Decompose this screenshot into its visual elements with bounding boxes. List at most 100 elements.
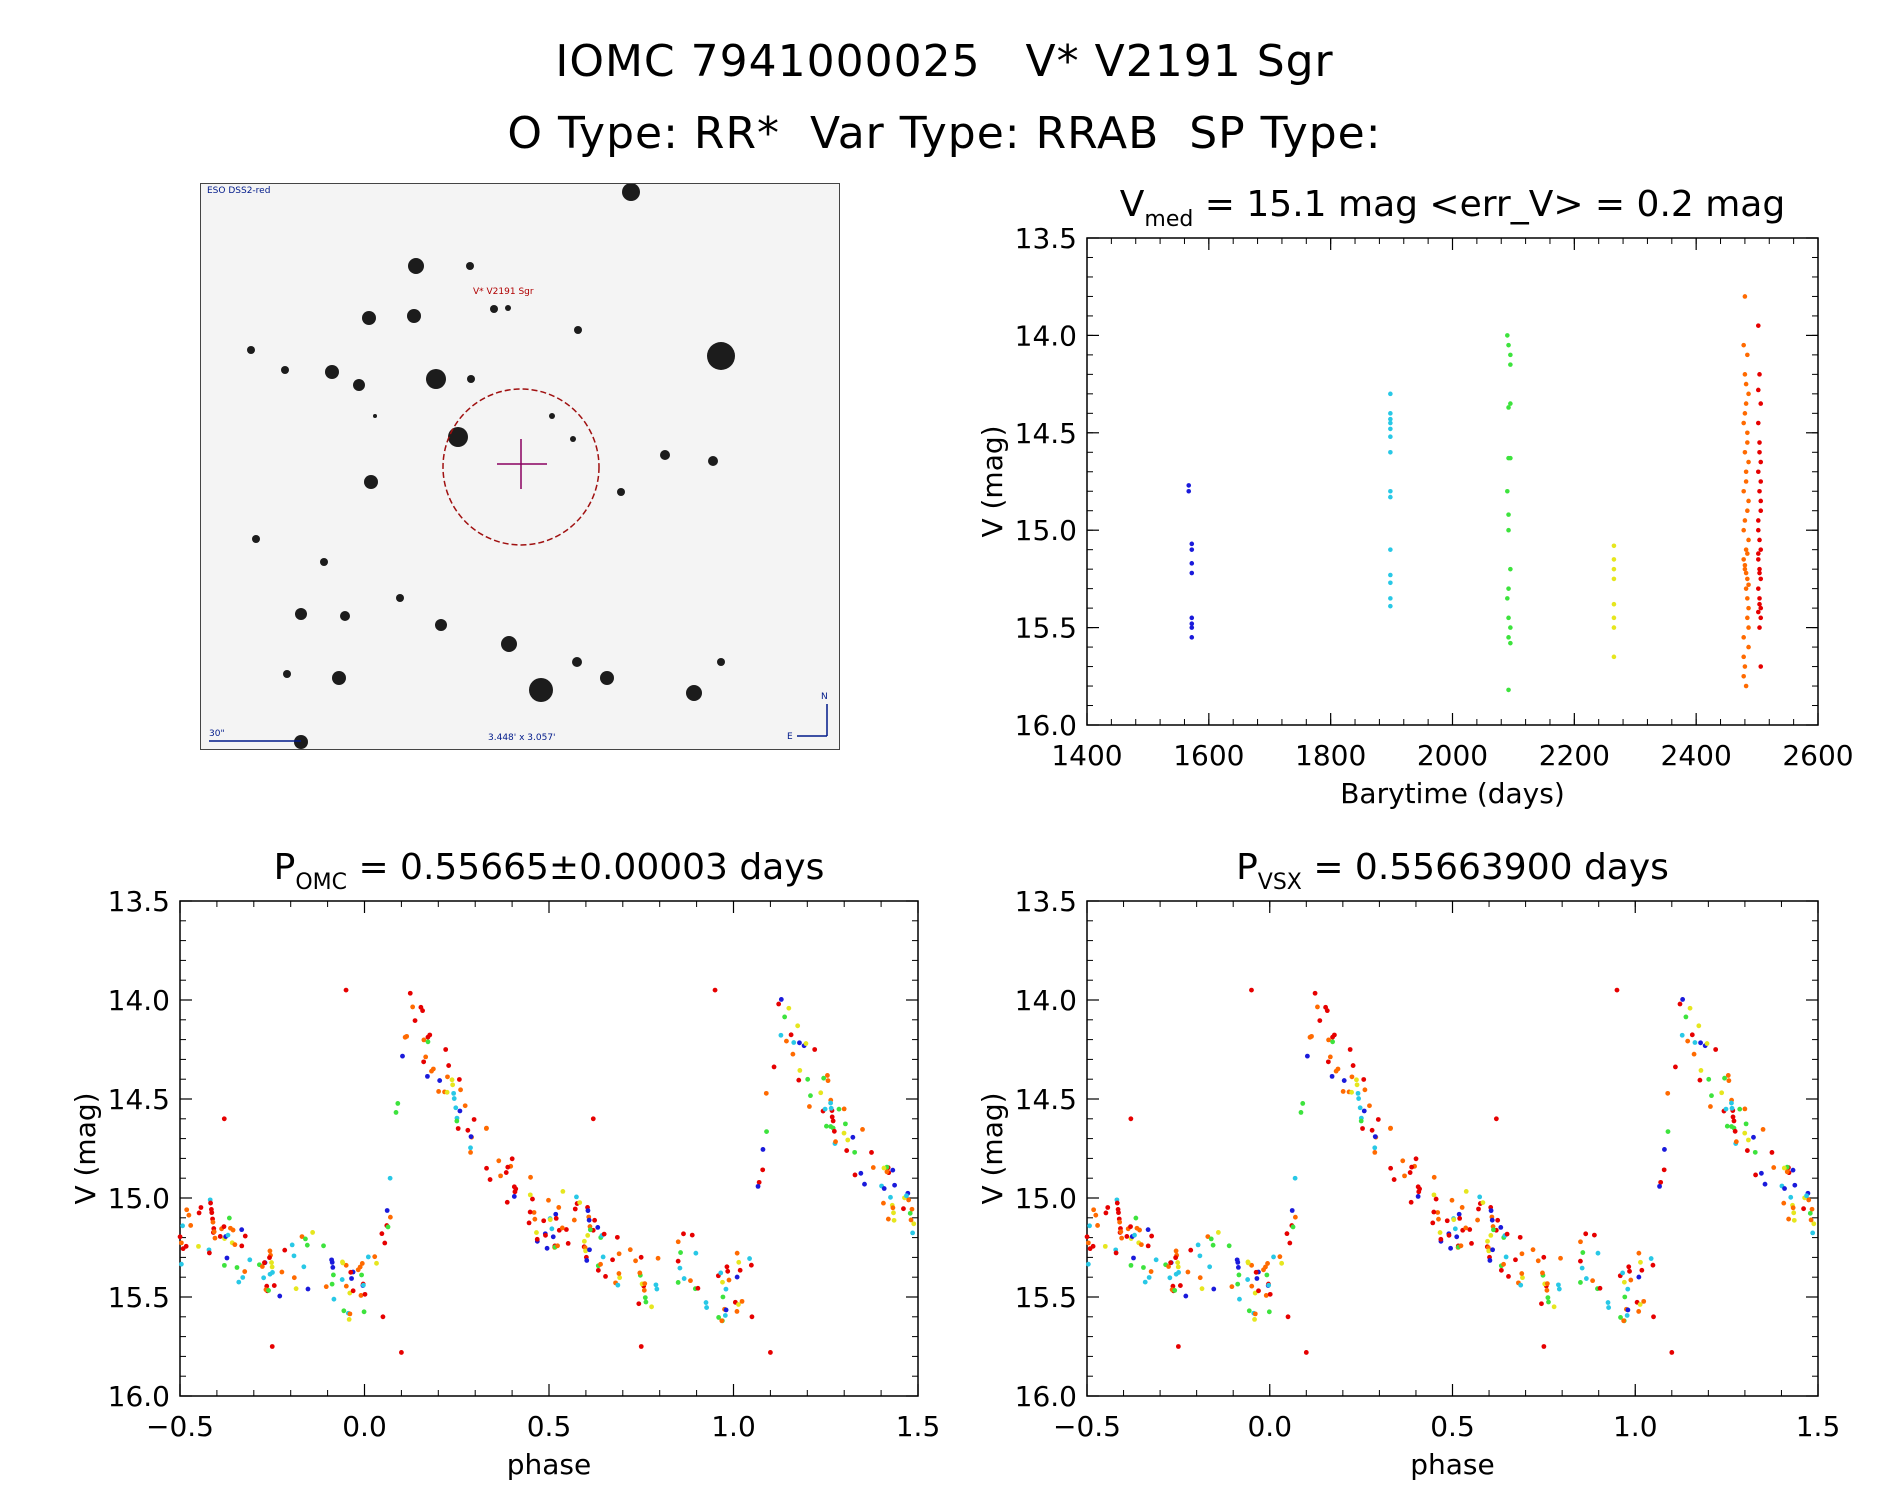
omc-point-132 — [465, 1127, 471, 1133]
vsx-point-14 — [1113, 1250, 1119, 1256]
lc-point-2-15 — [1508, 625, 1513, 630]
lc-point-3-2 — [1611, 566, 1617, 572]
omc-point-302 — [585, 1208, 591, 1214]
vsx-point-104 — [1253, 1269, 1259, 1275]
vsx-point-306 — [1746, 1137, 1751, 1143]
omc-point-359 — [891, 1210, 896, 1216]
omc-point-75 — [270, 1270, 275, 1275]
omc-point-189 — [468, 1134, 474, 1140]
omc-point-222 — [760, 1147, 766, 1152]
vsx-point-229 — [1556, 1286, 1562, 1292]
vsx-point-350 — [1733, 1139, 1739, 1145]
omc-point-313 — [790, 1051, 796, 1057]
vsx-point-309 — [1762, 1181, 1768, 1187]
vsx-point-274 — [1744, 1148, 1750, 1153]
star-12 — [373, 414, 377, 418]
omc-point-123 — [230, 1227, 236, 1233]
omc-point-144 — [240, 1275, 246, 1280]
vsx-point-222 — [1662, 1147, 1667, 1152]
lc-point-1-12 — [1388, 596, 1393, 601]
lc-point-5-28 — [1757, 570, 1762, 576]
omc-point-141 — [262, 1260, 267, 1266]
lc-xlabel: Barytime (days) — [1340, 777, 1565, 810]
vsx-point-317 — [1729, 1100, 1734, 1106]
omc-point-374 — [587, 1227, 593, 1233]
omc-point-325 — [739, 1298, 745, 1304]
lc-xtick-label-1: 1600 — [1173, 739, 1244, 772]
vsx-ytick-label-0: 13.5 — [1015, 885, 1077, 918]
lc-point-5-24 — [1756, 551, 1761, 556]
omc-point-241 — [726, 1277, 732, 1283]
vsx-point-99 — [1400, 1158, 1406, 1164]
omc-point-269 — [703, 1300, 709, 1305]
omc-point-93 — [301, 1264, 307, 1270]
omc-point-342 — [723, 1286, 729, 1292]
omc-point-108 — [177, 1234, 183, 1240]
lc-point-0-9 — [1189, 625, 1195, 630]
omc-point-329 — [736, 1259, 742, 1265]
omc-point-378 — [601, 1231, 607, 1237]
vsx-point-111 — [1329, 1073, 1335, 1079]
vsx-point-29 — [1354, 1077, 1359, 1083]
omc-point-239 — [825, 1078, 831, 1084]
omc-point-128 — [349, 1276, 354, 1281]
vsx-ytick-label-1: 14.0 — [1015, 984, 1077, 1017]
omc-point-225 — [808, 1093, 813, 1099]
omc-point-162 — [225, 1232, 231, 1238]
lc-point-5-18 — [1756, 609, 1761, 615]
omc-point-193 — [807, 1104, 812, 1109]
lc-point-2-10 — [1506, 527, 1511, 533]
omc-point-297 — [748, 1262, 754, 1268]
omc-outlier-2-0 — [443, 1047, 449, 1052]
vsx-point-249 — [1811, 1221, 1817, 1227]
vsx-point-132 — [1369, 1127, 1375, 1133]
omc-point-236 — [906, 1197, 912, 1203]
vsx-point-105 — [1197, 1253, 1203, 1259]
omc-point-223 — [756, 1179, 762, 1185]
vsx-point-315 — [1590, 1278, 1596, 1284]
omc-point-30 — [180, 1223, 185, 1229]
vsx-point-195 — [1809, 1206, 1815, 1212]
vsx-point-265 — [1771, 1165, 1777, 1170]
lc-point-1-8 — [1388, 494, 1393, 500]
vsx-point-319 — [1498, 1267, 1504, 1273]
vsx-point-292 — [1578, 1280, 1583, 1285]
vsx-point-160 — [1431, 1192, 1437, 1198]
vsx-outlier-1-0 — [1249, 987, 1254, 993]
vsx-frame — [1086, 900, 1819, 1397]
omc-point-287 — [704, 1305, 710, 1310]
omc-point-78 — [509, 1156, 515, 1162]
vsx-point-142 — [1415, 1194, 1421, 1199]
omc-point-318 — [681, 1276, 687, 1281]
lc-point-2-1 — [1506, 342, 1511, 348]
omc-point-196 — [836, 1106, 842, 1112]
omc-point-177 — [232, 1242, 238, 1248]
omc-outlier-4-0 — [269, 1344, 275, 1349]
vsx-point-272 — [1624, 1313, 1630, 1318]
omc-point-284 — [907, 1210, 913, 1216]
vsx-point-240 — [1556, 1282, 1561, 1288]
omc-point-322 — [763, 1090, 769, 1096]
lc-point-5-13 — [1757, 566, 1762, 572]
vsx-ytick-label-3: 15.0 — [1015, 1182, 1077, 1215]
vsx-point-341 — [1790, 1205, 1796, 1211]
star-27 — [332, 671, 346, 685]
survey-label: ESO DSS2-red — [207, 186, 271, 196]
lc-point-4-2 — [1743, 401, 1749, 406]
omc-point-369 — [689, 1232, 695, 1238]
vsx-point-303 — [1539, 1301, 1544, 1307]
vsx-point-288 — [1760, 1126, 1766, 1132]
vsx-point-293 — [1545, 1295, 1551, 1301]
omc-point-13 — [462, 1103, 468, 1109]
vsx-xtick-label-1: 0.0 — [1247, 1410, 1292, 1443]
omc-point-60 — [340, 1259, 345, 1265]
vsx-point-251 — [1696, 1023, 1702, 1029]
star-29 — [686, 685, 702, 701]
vsx-point-327 — [1519, 1251, 1525, 1257]
lc-point-3-1 — [1611, 557, 1617, 562]
lc-point-2-12 — [1506, 586, 1511, 591]
omc-point-330 — [764, 1129, 769, 1135]
star-21 — [320, 558, 328, 566]
vsx-point-370 — [1463, 1188, 1469, 1194]
vsx-point-137 — [1266, 1282, 1272, 1288]
